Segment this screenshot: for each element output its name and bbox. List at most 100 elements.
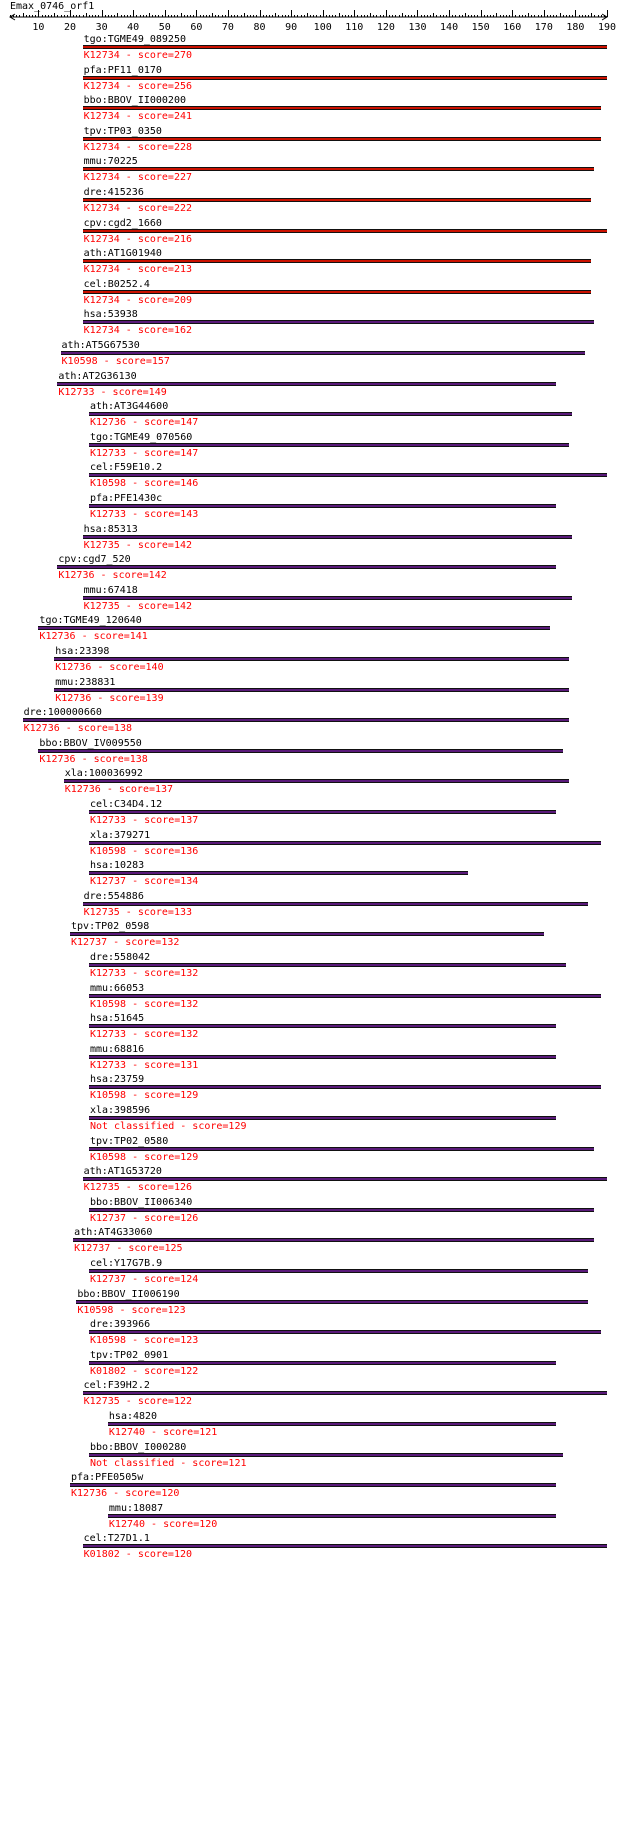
hit-ko-score-link[interactable]: K12735 - score=142	[83, 539, 193, 551]
hit-alignment-bar[interactable]	[60, 351, 585, 355]
hit-alignment-bar[interactable]	[88, 1146, 595, 1151]
hit-alignment-bar[interactable]	[107, 1422, 557, 1426]
hit-ko-score-link[interactable]: K12735 - score=133	[83, 906, 193, 918]
hit-gene-link[interactable]: mmu:238831	[55, 676, 116, 688]
hit-alignment-bar[interactable]	[70, 1483, 557, 1488]
hit-alignment-bar[interactable]	[82, 1177, 607, 1182]
hit-alignment-bar[interactable]	[88, 1116, 557, 1120]
hit-alignment-bar[interactable]	[57, 381, 557, 386]
hit-gene-link[interactable]: hsa:23759	[89, 1074, 145, 1086]
hit-ko-score-link[interactable]: K12733 - score=137	[89, 815, 199, 826]
hit-ko-score-link[interactable]: K12733 - score=132	[89, 1029, 199, 1041]
hit-gene-link[interactable]: hsa:85313	[83, 523, 138, 535]
hit-alignment-bar[interactable]	[82, 595, 573, 600]
hit-gene-link[interactable]: ath:AT4G33060	[74, 1227, 153, 1239]
hit-ko-score-link[interactable]: K12736 - score=140	[55, 662, 164, 673]
hit-ko-score-link[interactable]: K12737 - score=132	[71, 937, 180, 949]
hit-ko-score-link[interactable]: K12735 - score=142	[83, 600, 193, 612]
hit-gene-link[interactable]: dre:554886	[83, 890, 144, 902]
hit-ko-score-link[interactable]: K12735 - score=126	[83, 1182, 193, 1194]
hit-gene-link[interactable]: pfa:PF11_0170	[83, 64, 162, 76]
hit-ko-score-link[interactable]: K12734 - score=256	[83, 80, 193, 92]
hit-gene-link[interactable]: hsa:10283	[89, 860, 145, 872]
hit-ko-score-link[interactable]: K12736 - score=137	[64, 784, 174, 796]
hit-gene-link[interactable]: bbo:BBOV_I000280	[89, 1441, 187, 1453]
hit-gene-link[interactable]: ath:AT3G44600	[89, 401, 169, 413]
hit-alignment-bar[interactable]	[88, 473, 607, 478]
hit-ko-score-link[interactable]: K12734 - score=227	[83, 172, 193, 184]
hit-ko-score-link[interactable]: K12736 - score=138	[39, 753, 148, 765]
hit-ko-score-link[interactable]: K10598 - score=123	[89, 1335, 199, 1347]
hit-alignment-bar[interactable]	[88, 1452, 563, 1457]
hit-ko-score-link[interactable]: K10598 - score=129	[89, 1090, 199, 1102]
hit-alignment-bar[interactable]	[70, 932, 544, 937]
hit-gene-link[interactable]: hsa:53938	[83, 309, 138, 321]
hit-gene-link[interactable]: cel:B0252.4	[83, 278, 150, 290]
hit-alignment-bar[interactable]	[63, 779, 570, 784]
hit-gene-link[interactable]: bbo:BBOV_II006190	[77, 1288, 180, 1300]
hit-ko-score-link[interactable]: K12736 - score=142	[58, 570, 167, 582]
hit-alignment-bar[interactable]	[88, 1330, 601, 1335]
hit-alignment-bar[interactable]	[82, 320, 595, 325]
hit-ko-score-link[interactable]: K12736 - score=147	[89, 417, 199, 429]
hit-alignment-bar[interactable]	[88, 963, 566, 967]
hit-gene-link[interactable]: cel:F59E10.2	[89, 462, 163, 474]
hit-alignment-bar[interactable]	[107, 1513, 557, 1518]
hit-ko-score-link[interactable]: K01802 - score=122	[89, 1365, 199, 1377]
hit-ko-score-link[interactable]: K12734 - score=209	[83, 294, 193, 306]
hit-alignment-bar[interactable]	[88, 1360, 557, 1365]
hit-ko-score-link[interactable]: K12737 - score=125	[74, 1243, 183, 1255]
hit-ko-score-link[interactable]: K12733 - score=132	[89, 968, 199, 979]
hit-gene-link[interactable]: cel:F39H2.2	[83, 1380, 150, 1392]
hit-alignment-bar[interactable]	[88, 1024, 557, 1029]
hit-alignment-bar[interactable]	[88, 412, 573, 417]
hit-alignment-bar[interactable]	[82, 259, 592, 264]
hit-ko-score-link[interactable]: K10598 - score=136	[89, 845, 199, 857]
hit-ko-score-link[interactable]: K10598 - score=157	[61, 356, 170, 367]
hit-ko-score-link[interactable]: K12734 - score=213	[83, 264, 193, 276]
hit-gene-link[interactable]: tpv:TP03_0350	[83, 125, 162, 137]
hit-ko-score-link[interactable]: K12735 - score=122	[83, 1396, 193, 1408]
hit-alignment-bar[interactable]	[88, 442, 570, 447]
hit-gene-link[interactable]: xla:100036992	[64, 768, 143, 780]
hit-ko-score-link[interactable]: Not classified - score=121	[89, 1457, 247, 1469]
hit-ko-score-link[interactable]: K10598 - score=132	[89, 998, 199, 1010]
hit-ko-score-link[interactable]: K12736 - score=139	[55, 692, 164, 704]
hit-ko-score-link[interactable]: K12736 - score=120	[71, 1488, 180, 1500]
hit-alignment-bar[interactable]	[88, 1207, 595, 1212]
hit-alignment-bar[interactable]	[82, 198, 592, 202]
hit-ko-score-link[interactable]: K12734 - score=222	[83, 203, 193, 214]
hit-alignment-bar[interactable]	[82, 45, 607, 49]
hit-alignment-bar[interactable]	[88, 1269, 589, 1273]
hit-alignment-bar[interactable]	[88, 1054, 557, 1059]
hit-ko-score-link[interactable]: K12734 - score=270	[83, 50, 193, 61]
hit-ko-score-link[interactable]: K12737 - score=134	[89, 876, 199, 888]
hit-ko-score-link[interactable]: K12737 - score=124	[89, 1274, 199, 1285]
hit-gene-link[interactable]: cel:T27D1.1	[83, 1533, 150, 1545]
hit-ko-score-link[interactable]: K12734 - score=216	[83, 233, 193, 245]
hit-ko-score-link[interactable]: K12733 - score=149	[58, 386, 167, 398]
hit-gene-link[interactable]: ath:AT2G36130	[58, 370, 137, 382]
hit-gene-link[interactable]: dre:415236	[83, 187, 144, 198]
hit-ko-score-link[interactable]: K12737 - score=126	[89, 1212, 199, 1224]
hit-alignment-bar[interactable]	[73, 1238, 595, 1243]
hit-gene-link[interactable]: bbo:BBOV_IV009550	[39, 737, 142, 749]
hit-gene-link[interactable]: cpv:cgd7_520	[58, 554, 131, 566]
hit-alignment-bar[interactable]	[38, 748, 563, 753]
hit-alignment-bar[interactable]	[82, 289, 592, 294]
hit-gene-link[interactable]: ath:AT5G67530	[61, 340, 140, 351]
hit-ko-score-link[interactable]: K12736 - score=141	[39, 631, 148, 643]
hit-gene-link[interactable]: cel:Y17G7B.9	[89, 1258, 163, 1269]
hit-gene-link[interactable]: tpv:TP02_0580	[89, 1135, 169, 1147]
hit-gene-link[interactable]: bbo:BBOV_II006340	[89, 1196, 193, 1208]
hit-alignment-bar[interactable]	[82, 534, 573, 539]
hit-ko-score-link[interactable]: K01802 - score=120	[83, 1549, 193, 1561]
hit-alignment-bar[interactable]	[88, 1085, 601, 1090]
hit-ko-score-link[interactable]: K10598 - score=129	[89, 1151, 199, 1163]
hit-gene-link[interactable]: dre:558042	[89, 952, 151, 963]
hit-alignment-bar[interactable]	[88, 840, 601, 845]
hit-gene-link[interactable]: tgo:TGME49_070560	[89, 431, 193, 443]
hit-alignment-bar[interactable]	[82, 228, 607, 233]
hit-ko-score-link[interactable]: K12740 - score=120	[108, 1518, 218, 1530]
hit-ko-score-link[interactable]: K12733 - score=131	[89, 1059, 199, 1071]
